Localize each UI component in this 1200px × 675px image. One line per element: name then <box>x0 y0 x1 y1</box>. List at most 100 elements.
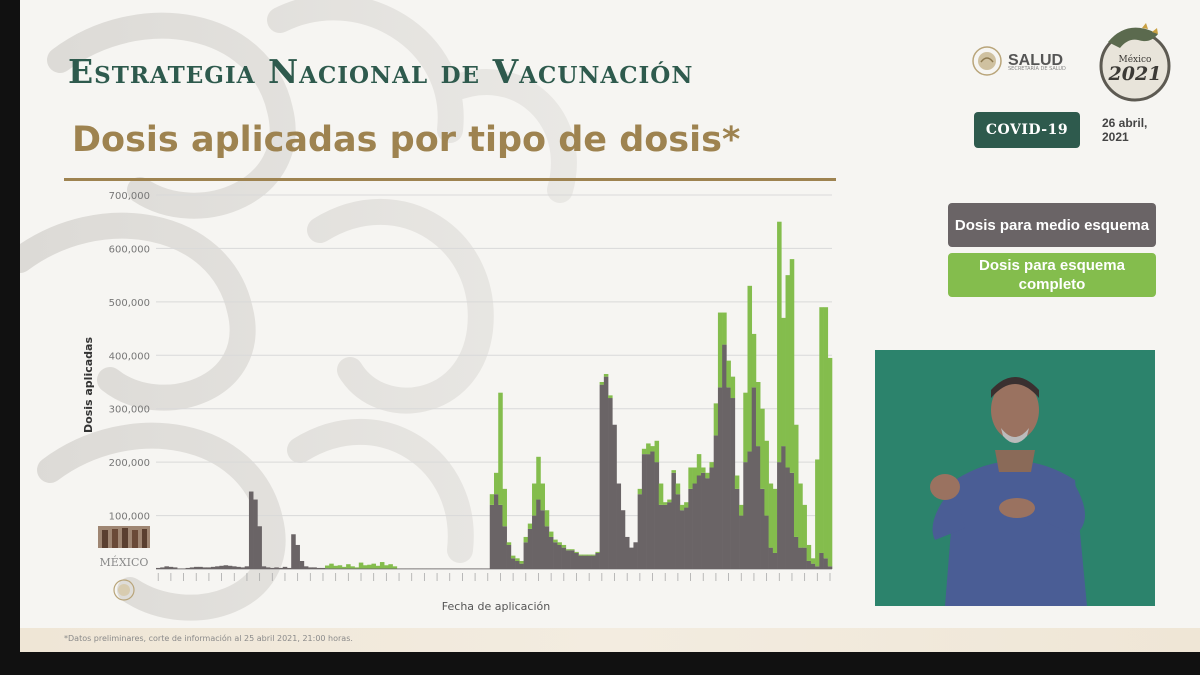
bar-medio-esquema <box>316 567 322 569</box>
bar-medio-esquema <box>743 462 748 569</box>
bar-medio-esquema <box>405 568 410 569</box>
x-tick-mark <box>347 573 349 581</box>
salud-logo: SALUD SECRETARÍA DE SALUD <box>972 46 1066 76</box>
bar-esquema-completo <box>747 285 753 452</box>
bar-esquema-completo <box>675 483 681 495</box>
legend-medio-esquema: Dosis para medio esquema <box>948 203 1156 247</box>
x-tick-mark <box>677 573 679 581</box>
bar-medio-esquema <box>375 568 381 569</box>
bar-esquema-completo <box>806 544 812 561</box>
bar-medio-esquema <box>739 515 744 569</box>
bar-medio-esquema <box>227 565 233 569</box>
bar-esquema-completo <box>713 403 719 436</box>
x-tick-mark <box>385 573 387 581</box>
x-tick-mark <box>462 573 463 581</box>
bar-medio-esquema <box>417 568 423 569</box>
bar-medio-esquema <box>426 568 431 569</box>
badge-country: México <box>1119 54 1152 65</box>
bar-medio-esquema <box>337 568 343 569</box>
bar-medio-esquema <box>641 454 647 569</box>
bar-esquema-completo <box>717 312 723 388</box>
bar-esquema-completo <box>523 536 529 543</box>
bar-medio-esquema <box>730 398 736 569</box>
bar-medio-esquema <box>371 568 376 569</box>
bar-medio-esquema <box>633 542 638 569</box>
bar-esquema-completo <box>823 307 829 559</box>
bar-esquema-completo <box>341 566 347 569</box>
bar-esquema-completo <box>755 382 761 447</box>
bar-esquema-completo <box>781 317 786 447</box>
x-tick-mark <box>816 573 818 581</box>
interpreter-figure <box>875 350 1155 606</box>
bar-medio-esquema <box>565 550 571 569</box>
bar-esquema-completo <box>333 565 338 569</box>
bar-medio-esquema <box>603 376 609 569</box>
x-tick-mark <box>449 573 451 581</box>
bar-medio-esquema <box>439 568 444 569</box>
bar-medio-esquema <box>244 566 250 569</box>
bar-medio-esquema <box>591 555 596 569</box>
bar-medio-esquema <box>379 568 385 569</box>
bar-medio-esquema <box>806 560 812 569</box>
bar-medio-esquema <box>510 558 516 569</box>
bar-esquema-completo <box>679 504 685 511</box>
bar-medio-esquema <box>654 462 660 569</box>
bar-medio-esquema <box>392 568 398 569</box>
bar-medio-esquema <box>696 475 702 569</box>
bar-medio-esquema <box>502 526 507 569</box>
bar-esquema-completo <box>608 395 613 399</box>
bar-medio-esquema <box>236 566 241 569</box>
bar-esquema-completo <box>548 531 554 537</box>
bar-esquema-completo <box>701 467 706 473</box>
covid-badge: COVID-19 <box>974 112 1080 148</box>
bar-esquema-completo <box>519 560 524 564</box>
bar-esquema-completo <box>798 483 803 548</box>
bar-medio-esquema <box>401 568 406 569</box>
bar-medio-esquema <box>764 515 769 569</box>
bar-medio-esquema <box>443 568 448 569</box>
bar-esquema-completo <box>641 448 647 455</box>
bar-medio-esquema <box>540 510 545 569</box>
bar-esquema-completo <box>785 275 791 468</box>
bar-esquema-completo <box>565 549 571 551</box>
x-tick-mark <box>309 573 311 581</box>
bar-medio-esquema <box>802 547 807 569</box>
bar-esquema-completo <box>337 565 343 569</box>
bar-medio-esquema <box>354 568 360 569</box>
bar-esquema-completo <box>489 494 495 505</box>
bar-medio-esquema <box>544 526 550 569</box>
bar-medio-esquema <box>785 467 791 569</box>
bar-esquema-completo <box>768 483 774 548</box>
x-tick-mark <box>398 573 400 581</box>
badge-year: 2021 <box>1108 63 1162 85</box>
bar-medio-esquema <box>498 504 503 569</box>
bar-medio-esquema <box>286 567 292 569</box>
bar-medio-esquema <box>810 563 816 569</box>
bar-medio-esquema <box>515 560 520 569</box>
bar-medio-esquema <box>320 567 326 569</box>
bar-esquema-completo <box>358 562 364 569</box>
x-tick-mark <box>538 573 539 581</box>
bar-esquema-completo <box>384 565 389 569</box>
bar-esquema-completo <box>802 504 807 548</box>
bar-esquema-completo <box>667 499 672 503</box>
bar-esquema-completo <box>570 549 575 551</box>
y-tick-label: 200,000 <box>109 458 150 469</box>
bar-esquema-completo <box>726 360 731 388</box>
bar-medio-esquema <box>553 542 558 569</box>
bar-medio-esquema <box>717 387 723 569</box>
bar-medio-esquema <box>548 536 554 569</box>
bar-esquema-completo <box>388 564 393 569</box>
bar-medio-esquema <box>608 398 613 569</box>
bar-medio-esquema <box>295 544 300 569</box>
salud-label: SALUD <box>1008 52 1064 69</box>
bar-medio-esquema <box>751 387 757 569</box>
bar-esquema-completo <box>379 562 385 569</box>
bar-medio-esquema <box>658 504 664 569</box>
bar-medio-esquema <box>713 435 719 569</box>
x-tick-mark <box>791 573 793 581</box>
bar-esquema-completo <box>751 333 757 388</box>
bar-medio-esquema <box>798 547 803 569</box>
bar-medio-esquema <box>532 515 537 569</box>
bar-medio-esquema <box>705 478 710 569</box>
